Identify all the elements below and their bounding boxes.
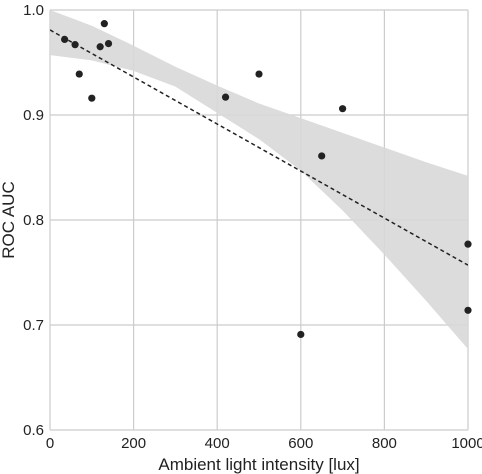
data-point bbox=[71, 41, 79, 49]
regression-line-group bbox=[50, 29, 468, 266]
confidence-band bbox=[50, 10, 468, 350]
data-point bbox=[221, 93, 230, 101]
data-point bbox=[100, 20, 108, 28]
regression-line bbox=[50, 29, 468, 266]
y-axis-label: ROC AUC bbox=[0, 181, 18, 258]
data-point bbox=[464, 306, 472, 314]
x-tick-label: 400 bbox=[205, 435, 230, 452]
x-tick-label: 800 bbox=[372, 435, 397, 452]
y-tick-label: 0.7 bbox=[23, 317, 44, 334]
x-tick-label: 0 bbox=[46, 435, 54, 452]
data-point bbox=[318, 152, 326, 160]
y-tick-label: 0.9 bbox=[23, 107, 44, 124]
data-point bbox=[61, 35, 69, 44]
data-point bbox=[96, 43, 104, 51]
x-tick-label: 600 bbox=[288, 435, 313, 452]
data-point bbox=[104, 40, 113, 48]
points-group bbox=[61, 20, 472, 339]
y-tick-label: 0.8 bbox=[23, 212, 44, 229]
x-tick-label: 200 bbox=[121, 435, 146, 452]
data-point bbox=[255, 70, 263, 78]
data-point bbox=[75, 70, 83, 78]
x-tick-labels: 0 200 400 600 800 1000 bbox=[46, 435, 482, 452]
data-point bbox=[297, 330, 305, 339]
x-axis-label: Ambient light intensity [lux] bbox=[158, 455, 359, 474]
y-tick-labels: 0.6 0.7 0.8 0.9 1.0 bbox=[23, 2, 44, 439]
confidence-band-group bbox=[50, 10, 468, 350]
data-point bbox=[88, 94, 96, 102]
x-tick-label: 1000 bbox=[451, 435, 482, 452]
y-tick-label: 1.0 bbox=[23, 2, 44, 19]
data-point bbox=[339, 105, 347, 113]
y-tick-label: 0.6 bbox=[23, 422, 44, 439]
data-point bbox=[464, 240, 472, 248]
